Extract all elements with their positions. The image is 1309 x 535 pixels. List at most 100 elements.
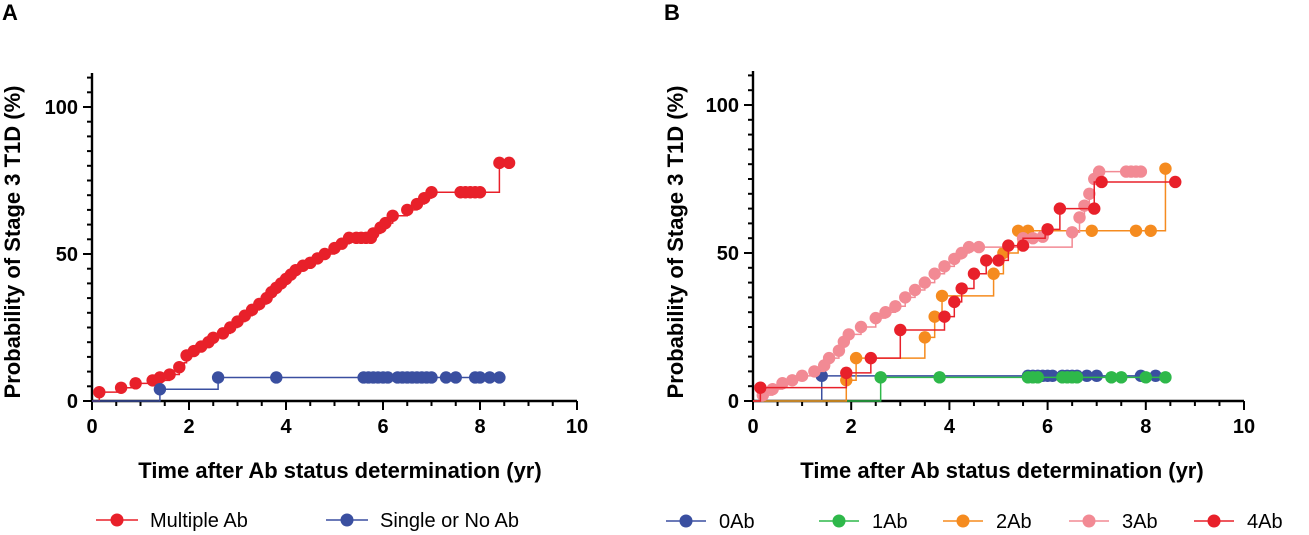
data-point-multiple-ab <box>93 385 106 399</box>
legend-label-2ab: 2Ab <box>996 511 1032 533</box>
data-point-2ab <box>1144 224 1157 237</box>
data-point-3ab <box>808 365 821 378</box>
data-point-2ab <box>1159 162 1172 175</box>
data-point-4ab <box>967 267 981 280</box>
data-point-1ab <box>1105 371 1118 384</box>
data-point-multiple-ab <box>502 156 516 170</box>
data-point-3ab <box>889 300 902 313</box>
legend-item-multiple-ab: Multiple Ab <box>96 510 248 532</box>
panel-b-y-axis-title: Probability of Stage 3 T1D (%) <box>663 86 688 399</box>
data-point-1ab <box>1159 371 1172 384</box>
panel-a-x-axis-title: Time after Ab status determination (yr) <box>138 458 541 483</box>
legend-label-4ab: 4Ab <box>1247 511 1283 533</box>
data-point-0ab <box>1090 369 1103 383</box>
x-tick-label: 10 <box>1233 416 1255 438</box>
data-point-single-or-no-ab <box>153 383 167 396</box>
legend-label-single-or-no-ab: Single or No Ab <box>380 510 519 532</box>
panel-b-letter: B <box>664 0 680 25</box>
legend-item-2ab: 2Ab <box>943 511 1032 533</box>
data-point-2ab <box>987 267 1000 280</box>
data-point-3ab <box>842 328 855 341</box>
data-point-4ab <box>894 323 907 337</box>
data-point-4ab <box>1088 202 1101 215</box>
data-point-multiple-ab <box>153 371 167 384</box>
legend-label-1ab: 1Ab <box>872 511 908 533</box>
series-line-1ab <box>753 376 1166 402</box>
data-point-multiple-ab <box>386 209 399 222</box>
panel-a: A Probability of Stage 3 T1D (%) Time af… <box>0 0 588 532</box>
x-tick-label: 4 <box>944 416 956 438</box>
x-tick-label: 0 <box>86 416 97 438</box>
data-point-1ab <box>1031 371 1044 384</box>
data-point-4ab <box>754 381 767 394</box>
panel-b-plot <box>753 162 1182 402</box>
legend-label-0ab: 0Ab <box>719 511 755 533</box>
y-tick-label: 50 <box>717 243 739 265</box>
data-point-multiple-ab <box>473 186 487 199</box>
data-point-multiple-ab <box>129 377 142 390</box>
data-point-3ab <box>1083 187 1096 200</box>
y-tick-label: 0 <box>728 391 739 413</box>
legend-marker-0ab <box>679 514 693 528</box>
data-point-2ab <box>1085 224 1098 237</box>
data-point-single-or-no-ab <box>381 371 395 384</box>
data-point-3ab <box>879 306 892 319</box>
data-point-3ab <box>822 351 836 365</box>
x-tick-label: 6 <box>1042 416 1053 438</box>
data-point-multiple-ab <box>207 331 220 344</box>
legend-marker-1ab <box>832 514 846 528</box>
series-line-single-or-no-ab <box>92 376 505 402</box>
data-point-4ab <box>955 282 968 295</box>
data-point-0ab <box>1149 369 1162 383</box>
data-point-3ab <box>786 374 799 387</box>
data-point-4ab <box>1016 239 1030 252</box>
data-point-3ab <box>1073 211 1086 224</box>
data-point-multiple-ab <box>401 203 414 217</box>
panel-a-letter: A <box>2 0 18 25</box>
data-point-1ab <box>933 371 946 384</box>
data-point-multiple-ab <box>173 360 186 374</box>
y-tick-label: 100 <box>45 97 78 119</box>
series-line-multiple-ab <box>92 162 512 402</box>
data-point-2ab <box>849 351 863 365</box>
data-point-multiple-ab <box>493 156 506 170</box>
data-point-3ab <box>928 267 941 280</box>
data-point-3ab <box>962 240 976 254</box>
y-tick-label: 50 <box>56 244 78 266</box>
y-tick-label: 0 <box>67 391 78 413</box>
legend-marker-3ab <box>1082 514 1096 528</box>
data-point-3ab <box>918 276 932 289</box>
data-point-1ab <box>874 371 887 384</box>
panel-b: B Probability of Stage 3 T1D (%) Time af… <box>663 0 1283 533</box>
data-point-single-or-no-ab <box>270 371 283 384</box>
data-point-multiple-ab <box>114 381 128 394</box>
data-point-0ab <box>1046 369 1059 383</box>
legend-marker-multiple-ab <box>110 513 124 527</box>
legend-item-1ab: 1Ab <box>819 511 908 533</box>
data-point-multiple-ab <box>163 368 176 381</box>
data-point-4ab <box>1169 175 1182 189</box>
data-point-3ab <box>766 382 779 396</box>
data-point-single-or-no-ab <box>473 371 487 384</box>
data-point-multiple-ab <box>425 186 438 199</box>
x-tick-label: 10 <box>566 416 588 438</box>
legend-item-single-or-no-ab: Single or No Ab <box>326 510 519 532</box>
data-point-1ab <box>1070 371 1084 384</box>
data-point-3ab <box>795 369 809 383</box>
legend-item-4ab: 4Ab <box>1194 511 1283 533</box>
data-point-3ab <box>776 377 789 390</box>
data-point-3ab <box>972 240 986 254</box>
data-point-3ab <box>1134 165 1148 178</box>
legend-item-0ab: 0Ab <box>666 511 755 533</box>
legend-marker-4ab <box>1207 514 1221 528</box>
data-point-4ab <box>840 366 853 380</box>
panel-a-y-axis-title: Probability of Stage 3 T1D (%) <box>0 86 25 399</box>
data-point-4ab <box>864 351 878 365</box>
data-point-4ab <box>992 254 1005 267</box>
data-point-4ab <box>980 254 993 267</box>
legend-marker-2ab <box>956 514 970 528</box>
legend-label-multiple-ab: Multiple Ab <box>150 510 248 532</box>
x-tick-label: 2 <box>183 416 194 438</box>
